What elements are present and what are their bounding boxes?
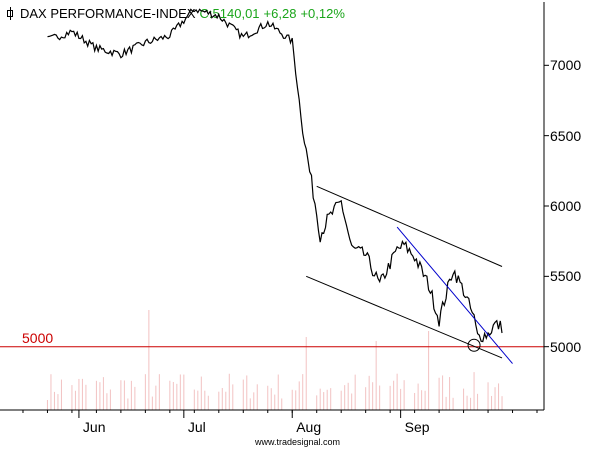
- x-tick-label: Sep: [404, 419, 430, 435]
- close-price: C:5140,01: [199, 6, 260, 21]
- x-tick-label: Aug: [296, 419, 322, 435]
- channel-upper-line: [316, 185, 503, 267]
- trend-line-line: [396, 226, 513, 364]
- x-tick-label: Jul: [187, 419, 206, 435]
- level-5000-label: 5000: [22, 330, 54, 346]
- instrument-icon: [6, 7, 16, 20]
- chart-title: DAX PERFORMANCE-INDEX: [20, 6, 196, 21]
- price-change: +6,28: [263, 6, 297, 21]
- y-tick-label: 5000: [550, 338, 582, 355]
- channel-lower-line: [306, 275, 503, 359]
- x-tick-label: Jun: [82, 419, 106, 435]
- chart-header: DAX PERFORMANCE-INDEX C:5140,01 +6,28 +0,12…: [6, 6, 345, 21]
- watermark: www.tradesignal.com: [255, 437, 341, 447]
- price-series-line: [47, 8, 503, 343]
- low-circle-marker: [467, 338, 481, 352]
- y-tick-label: 6000: [550, 198, 582, 214]
- quote-info: C:5140,01 +6,28 +0,12%: [200, 6, 345, 21]
- y-tick-label: 7000: [550, 57, 582, 74]
- price-change-pct: +0,12%: [300, 6, 345, 21]
- y-tick-label: 6500: [550, 127, 582, 144]
- y-tick-label: 5500: [550, 268, 582, 285]
